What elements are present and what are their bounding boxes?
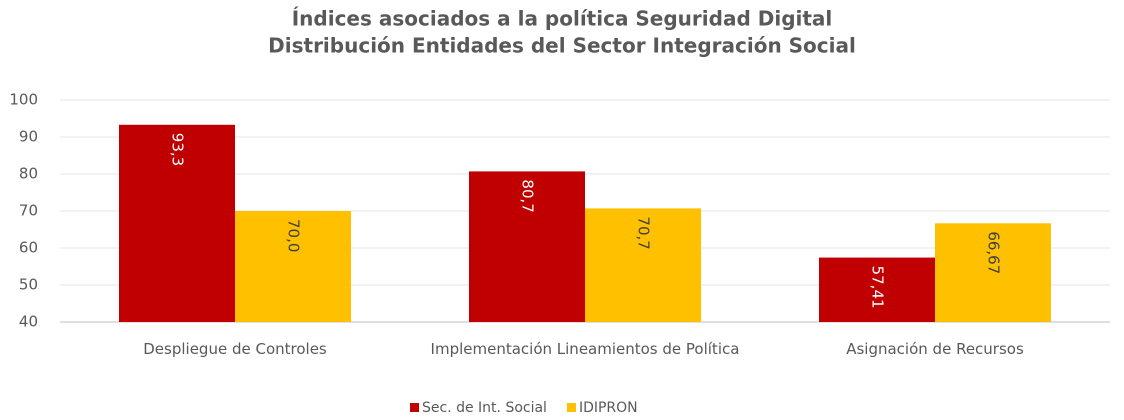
legend-label: IDIPRON [579, 400, 638, 416]
data-label: 80,7 [519, 179, 537, 212]
y-tick-label: 50 [19, 276, 38, 294]
y-tick-label: 100 [9, 91, 38, 109]
x-tick-label: Implementación Lineamientos de Política [430, 340, 740, 358]
data-label: 70,7 [635, 216, 653, 249]
legend-swatch [566, 403, 576, 412]
data-label: 93,3 [169, 133, 187, 166]
data-label: 70,0 [285, 219, 303, 252]
y-tick-label: 60 [19, 239, 38, 257]
data-label: 66,67 [985, 231, 1003, 274]
bar [935, 223, 1051, 322]
chart-title: Índices asociados a la política Segurida… [292, 7, 833, 31]
y-tick-label: 70 [19, 202, 38, 220]
bar [819, 257, 935, 322]
x-tick-label: Despliegue de Controles [143, 340, 327, 358]
y-tick-label: 90 [19, 128, 38, 146]
bar [469, 171, 585, 322]
bar [235, 211, 351, 322]
bar [585, 208, 701, 322]
legend-label: Sec. de Int. Social [422, 400, 547, 416]
legend-swatch [410, 403, 419, 412]
x-tick-label: Asignación de Recursos [846, 340, 1024, 358]
data-label: 57,41 [869, 266, 887, 309]
chart-subtitle: Distribución Entidades del Sector Integr… [268, 34, 856, 58]
y-tick-label: 40 [19, 313, 38, 331]
bar [119, 124, 235, 322]
y-tick-label: 80 [19, 165, 38, 183]
